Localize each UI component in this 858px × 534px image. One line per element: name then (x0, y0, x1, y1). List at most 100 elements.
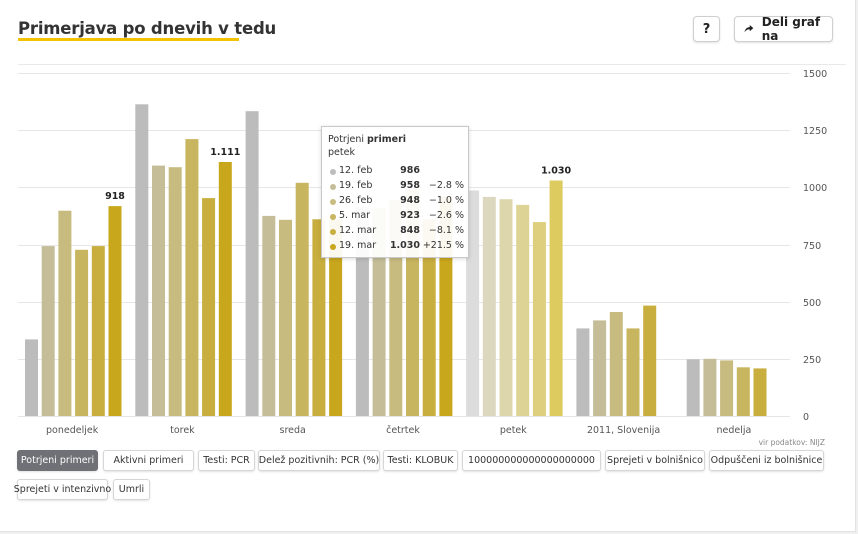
filter-pill[interactable]: Testi: KLOBUK (383, 450, 458, 471)
series-swatch (330, 244, 336, 250)
data-label: 1.111 (210, 147, 240, 158)
bar (135, 104, 149, 417)
x-tick-label: četrtek (386, 425, 420, 436)
bar (516, 204, 530, 416)
bar (466, 190, 480, 416)
tooltip-title: Potrjeni primeri (328, 134, 462, 145)
tooltip-value: 958 (400, 180, 420, 191)
title-underline (18, 38, 239, 41)
y-tick-label: 500 (803, 298, 821, 309)
bar (185, 139, 199, 416)
filter-pill[interactable]: Sprejeti v intenzivno (14, 479, 111, 500)
chart-title: Primerjava po dnevih v tedu (18, 19, 277, 38)
series-swatch (330, 199, 336, 205)
bar (736, 367, 750, 416)
bar (753, 368, 767, 416)
data-source: vir podatkov: NIJZ (758, 438, 825, 447)
tooltip-row: 26. feb 948 −1.0 % (328, 194, 464, 209)
bar (25, 339, 38, 416)
y-tick-label: 250 (803, 355, 821, 366)
share-button[interactable]: Deli graf na (734, 15, 833, 43)
tooltip-row: 5. mar 923 −2.6 % (328, 209, 464, 224)
filter-pill[interactable]: Potrjeni primeri (17, 450, 98, 471)
tooltip-value: 986 (400, 165, 420, 176)
x-tick-label: petek (500, 425, 527, 436)
y-tick-label: 0 (803, 412, 809, 423)
bar (355, 207, 369, 416)
bar (372, 207, 386, 416)
tooltip-title-prefix: Potrjeni (328, 134, 367, 145)
data-label: 1.030 (541, 166, 571, 177)
tooltip-date: 26. feb (339, 195, 373, 206)
bar (422, 219, 436, 416)
bar (202, 198, 216, 416)
tooltip-title-metric: primeri (367, 134, 407, 145)
y-tick-label: 1500 (803, 69, 827, 80)
bar (91, 246, 105, 416)
tooltip-date: 19. feb (339, 180, 373, 191)
bar (329, 219, 343, 416)
y-tick-label: 750 (803, 241, 821, 252)
x-tick-label: nedelja (716, 425, 751, 436)
bar (549, 180, 563, 416)
filter-pill[interactable]: Testi: PCR (198, 450, 255, 471)
data-label: 918 (105, 191, 125, 202)
filter-pill[interactable]: Sprejeti v bolnišnico (605, 450, 705, 471)
help-button[interactable]: ? (693, 16, 720, 42)
tooltip-value: 948 (400, 195, 420, 206)
hover-tooltip: Potrjeni primeri petek 12. feb 986 19. feb… (321, 126, 469, 258)
series-swatch (330, 229, 336, 235)
bar (576, 328, 590, 416)
bar (108, 206, 122, 416)
bar (262, 215, 276, 416)
share-arrow-icon (744, 25, 754, 33)
series-swatch (330, 214, 336, 220)
y-tick-label: 1250 (803, 126, 827, 137)
bar (312, 219, 326, 416)
tooltip-date: 12. feb (339, 165, 373, 176)
bar (295, 182, 309, 416)
bar (626, 328, 640, 416)
bar (58, 210, 72, 416)
tooltip-date: 12. mar (339, 225, 377, 236)
bar (720, 360, 734, 416)
bar (499, 199, 513, 416)
tooltip-row: 19. feb 958 −2.8 % (328, 179, 464, 194)
tooltip-date: 19. mar (339, 240, 377, 251)
bar (245, 111, 259, 416)
tooltip-change: −8.1 % (428, 225, 464, 236)
tooltip-day: petek (328, 147, 355, 158)
tooltip-change: +21.5 % (422, 240, 464, 251)
bar (279, 219, 292, 416)
tooltip-value: 1.030 (389, 240, 420, 251)
bar (532, 222, 546, 416)
tooltip-change: −2.6 % (428, 210, 464, 221)
x-tick-label: ponedeljek (46, 425, 99, 436)
tooltip-row: 12. mar 848 −8.1 % (328, 224, 464, 239)
bar (703, 358, 717, 416)
y-tick-label: 1000 (803, 183, 827, 194)
bar (593, 320, 607, 416)
tooltip-row: 19. mar 1.030 +21.5 % (328, 239, 464, 254)
bar (152, 165, 165, 416)
bar (41, 246, 55, 416)
series-swatch (330, 184, 336, 190)
tooltip-value: 923 (400, 210, 420, 221)
bar (686, 359, 700, 416)
tooltip-row: 12. feb 986 (328, 164, 464, 179)
bar (609, 312, 623, 416)
tooltip-date: 5. mar (339, 210, 371, 221)
tooltip-change: −1.0 % (428, 195, 464, 206)
filter-pill[interactable]: Umrli (113, 479, 150, 500)
x-tick-label: 2011, Slovenija (587, 425, 660, 436)
bar (218, 162, 232, 416)
filter-pill[interactable]: 100000000000000000000 (462, 450, 601, 471)
filter-pill[interactable]: Delež pozitivnih: PCR (%) (258, 450, 380, 471)
filter-pill[interactable]: Odpuščeni iz bolnišnice (709, 450, 824, 471)
bar (168, 167, 182, 416)
share-button-label: Deli graf na (761, 15, 821, 43)
bar (75, 249, 89, 416)
filter-pill[interactable]: Aktivni primeri (103, 450, 194, 471)
bar (643, 305, 657, 416)
